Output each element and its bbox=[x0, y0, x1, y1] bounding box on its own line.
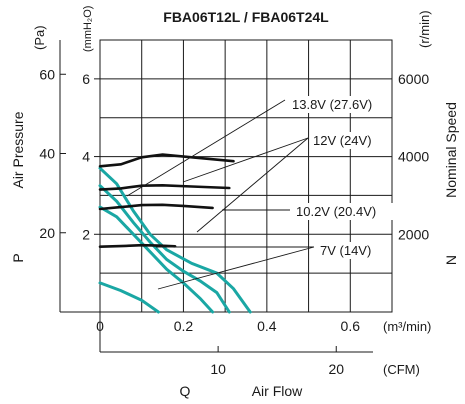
mmh2o-tick-label: 2 bbox=[82, 226, 90, 242]
voltage-label: 12V (24V) bbox=[313, 133, 372, 148]
voltage-label-backdrop bbox=[318, 242, 381, 259]
x-axis-title: Air Flow bbox=[252, 383, 303, 399]
right-axis-symbol: N bbox=[443, 255, 459, 265]
right-axis-title: Nominal Speed bbox=[443, 102, 459, 198]
label-leaders: 13.8V (27.6V) 12V (24V) 10.2V (20.4V) 7V (1… bbox=[126, 96, 393, 290]
pa-tick-label: 60 bbox=[39, 66, 55, 82]
label-leader-line bbox=[157, 246, 315, 290]
mmh2o-tick-label: 6 bbox=[82, 71, 90, 87]
m3-tick-label: 0 bbox=[96, 318, 104, 334]
cfm-tick-label: 20 bbox=[328, 361, 344, 377]
speed-curve bbox=[98, 203, 214, 211]
m3-tick-label: 0.4 bbox=[257, 318, 277, 334]
pa-tick-label: 20 bbox=[39, 225, 55, 241]
label-leader-line bbox=[126, 99, 286, 197]
left-axis-symbol: P bbox=[10, 253, 26, 262]
x-unit-m3-label: (m³/min) bbox=[383, 319, 431, 334]
speed-curve bbox=[98, 243, 177, 248]
cfm-tick-label: 10 bbox=[210, 361, 226, 377]
left-axis-title: Air Pressure bbox=[10, 111, 26, 188]
speed-curve bbox=[98, 153, 235, 168]
speed-curve bbox=[98, 183, 231, 191]
rpm-tick-label: 4000 bbox=[398, 149, 429, 165]
axis-ticks: 6 4 2 60 40 20 6000 4000 2000 0 0.2 0.4 0.6 10 20 bbox=[39, 66, 429, 377]
pa-unit-label: (Pa) bbox=[32, 25, 47, 50]
voltage-label: 10.2V (20.4V) bbox=[296, 204, 376, 219]
x-unit-cfm-label: (CFM) bbox=[383, 362, 420, 377]
voltage-label-backdrop bbox=[311, 132, 381, 149]
rpm-unit-label: (r/min) bbox=[417, 10, 432, 48]
voltage-label: 7V (14V) bbox=[320, 243, 371, 258]
voltage-label: 13.8V (27.6V) bbox=[292, 97, 372, 112]
pressure-curve bbox=[98, 205, 215, 314]
rpm-tick-label: 6000 bbox=[398, 71, 429, 87]
m3-tick-label: 0.6 bbox=[341, 318, 361, 334]
mmh2o-unit-label: (mmH₂O) bbox=[82, 6, 94, 52]
x-axis-symbol: Q bbox=[180, 383, 191, 399]
pressure-curve bbox=[98, 166, 252, 314]
rpm-tick-label: 2000 bbox=[398, 226, 429, 242]
plot-curves bbox=[98, 153, 252, 314]
mmh2o-tick-label: 4 bbox=[82, 149, 90, 165]
label-leader-line bbox=[182, 137, 309, 183]
chart-title: FBA06T12L / FBA06T24L bbox=[163, 9, 329, 25]
voltage-label-backdrop bbox=[294, 203, 393, 220]
m3-tick-label: 0.2 bbox=[174, 318, 194, 334]
label-leader-line bbox=[196, 137, 309, 233]
plot-frame bbox=[99, 39, 393, 313]
pa-tick-label: 40 bbox=[39, 146, 55, 162]
pressure-curve bbox=[98, 281, 160, 314]
pressure-curve bbox=[98, 184, 231, 314]
plot-grid bbox=[59, 39, 393, 353]
voltage-label-backdrop bbox=[290, 96, 389, 113]
